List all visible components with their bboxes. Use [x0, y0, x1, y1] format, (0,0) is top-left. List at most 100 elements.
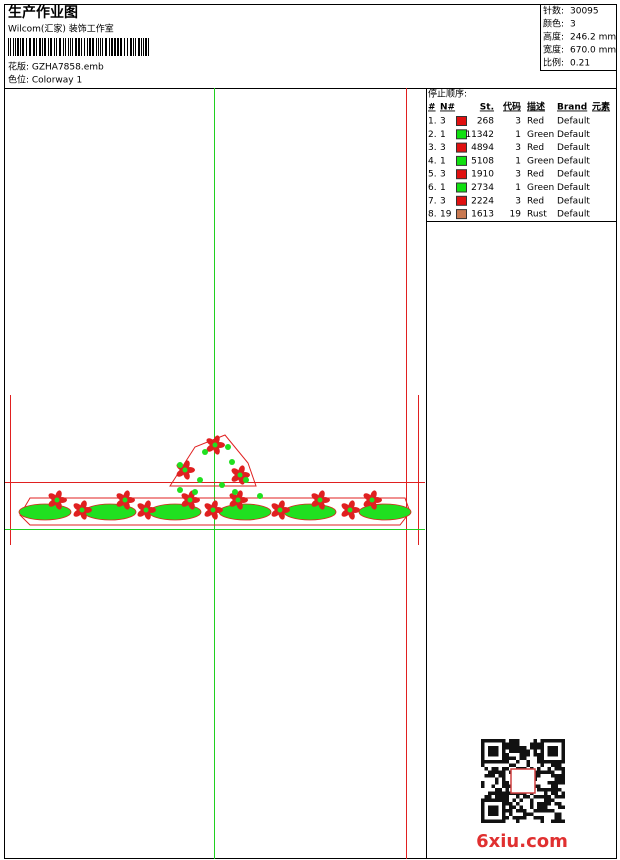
qr-module: [537, 756, 541, 760]
bar: [10, 38, 11, 56]
qr-module: [551, 819, 555, 823]
needle: 1: [440, 156, 446, 166]
dot: [177, 487, 183, 493]
qr-module: [558, 739, 562, 743]
leaf: [18, 503, 72, 521]
qr-module: [495, 788, 499, 792]
flower-center: [237, 472, 243, 478]
qr-module: [502, 742, 506, 746]
qr-module: [526, 753, 530, 757]
qr-module: [561, 749, 565, 753]
qr-module: [551, 770, 555, 774]
column-header: 代码: [502, 101, 521, 113]
flower-center: [212, 442, 218, 448]
bar: [89, 38, 91, 56]
qr-module: [505, 791, 509, 795]
qr-module: [523, 749, 527, 753]
qr-module: [484, 760, 488, 764]
dot: [232, 489, 238, 495]
qr-module: [516, 795, 520, 799]
brand: Default: [557, 196, 590, 206]
color-swatch: [456, 169, 467, 180]
qr-module: [547, 739, 551, 743]
qr-module: [544, 788, 548, 792]
qr-module: [516, 802, 520, 806]
qr-module: [498, 770, 502, 774]
bar: [44, 38, 46, 56]
qr-module: [491, 819, 495, 823]
qr-module: [481, 756, 485, 760]
qr-module: [561, 770, 565, 774]
qr-module: [491, 812, 495, 816]
bar: [87, 38, 88, 56]
qr-module: [551, 753, 555, 757]
qr-module: [537, 816, 541, 820]
qr-module: [551, 746, 555, 750]
color-swatch: [456, 195, 467, 206]
bar: [114, 38, 116, 56]
stitches: 268: [477, 117, 494, 127]
qr-module: [551, 798, 555, 802]
qr-module: [505, 753, 509, 757]
qr-module: [544, 795, 548, 799]
design-file: 花版: GZHA7858.emb: [8, 61, 104, 73]
qr-module: [505, 767, 509, 771]
bar: [20, 38, 21, 56]
bar: [75, 38, 77, 56]
company: Wilcom(汇家) 装饰工作室: [8, 23, 114, 35]
border: [4, 4, 617, 859]
bar: [100, 38, 101, 56]
qr-module: [544, 791, 548, 795]
colorway: 色位: Colorway 1: [8, 74, 82, 86]
brand: Default: [557, 183, 590, 193]
bar: [36, 38, 37, 56]
qr-module: [505, 742, 509, 746]
qr-module: [547, 788, 551, 792]
stat-label: 针数:: [543, 5, 564, 17]
bar: [78, 38, 80, 56]
qr-module: [495, 798, 499, 802]
bar: [145, 38, 147, 56]
qr-module: [519, 809, 523, 813]
stitches: 1613: [471, 210, 494, 220]
qr-module: [516, 760, 520, 764]
qr-module: [530, 805, 534, 809]
qr-module: [554, 788, 558, 792]
flower-center: [277, 507, 283, 513]
qr-module: [561, 805, 565, 809]
qr-module: [554, 781, 558, 785]
qr-module: [561, 746, 565, 750]
qr-module: [484, 798, 488, 802]
qr-module: [530, 742, 534, 746]
color-name: Red: [527, 117, 544, 127]
qr-module: [502, 784, 506, 788]
flower-center: [210, 507, 216, 513]
dot: [177, 462, 183, 468]
qr-module: [526, 763, 530, 767]
qr-module: [495, 781, 499, 785]
needle: 19: [440, 210, 452, 220]
qr-module: [533, 753, 537, 757]
qr-module: [502, 816, 506, 820]
qr-module: [495, 746, 499, 750]
qr-module: [495, 749, 499, 753]
qr-module: [509, 746, 513, 750]
qr-module: [530, 746, 534, 750]
qr-module: [561, 742, 565, 746]
code: 1: [515, 130, 521, 140]
outline: [169, 434, 257, 487]
qr-module: [509, 749, 513, 753]
column-header: N#: [440, 103, 455, 113]
qr-module: [509, 763, 513, 767]
qr-module: [498, 760, 502, 764]
column-header: 元素: [592, 101, 610, 113]
stitches: 4894: [471, 143, 494, 153]
qr-module: [547, 746, 551, 750]
qr-module: [502, 739, 506, 743]
qr-module: [544, 805, 548, 809]
qr-module: [481, 784, 485, 788]
qr-module: [558, 767, 562, 771]
qr-module: [561, 819, 565, 823]
